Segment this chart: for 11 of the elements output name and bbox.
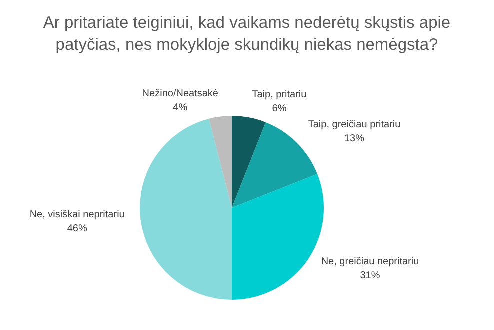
slice-label: Ne, visiškai nepritariu [30,209,125,220]
slice-label: Nežino/Neatsakė [142,88,219,100]
slice-label: Taip, pritariu [252,90,307,101]
data-label: 46% [67,223,88,234]
slice-label: Taip, greičiau pritariu [308,119,401,130]
data-label: 13% [344,133,365,144]
slice-label: Ne, greičiau nepritariu [321,256,420,268]
data-label: 4% [173,102,188,114]
data-label: 31% [360,270,380,282]
chart-title: Ar pritariate teiginiui, kad vaikams nederėtų skųstis apie patyčias, nes mokykloje skundikų niekas nemėgsta? [42,13,452,56]
data-label: 6% [272,104,287,115]
